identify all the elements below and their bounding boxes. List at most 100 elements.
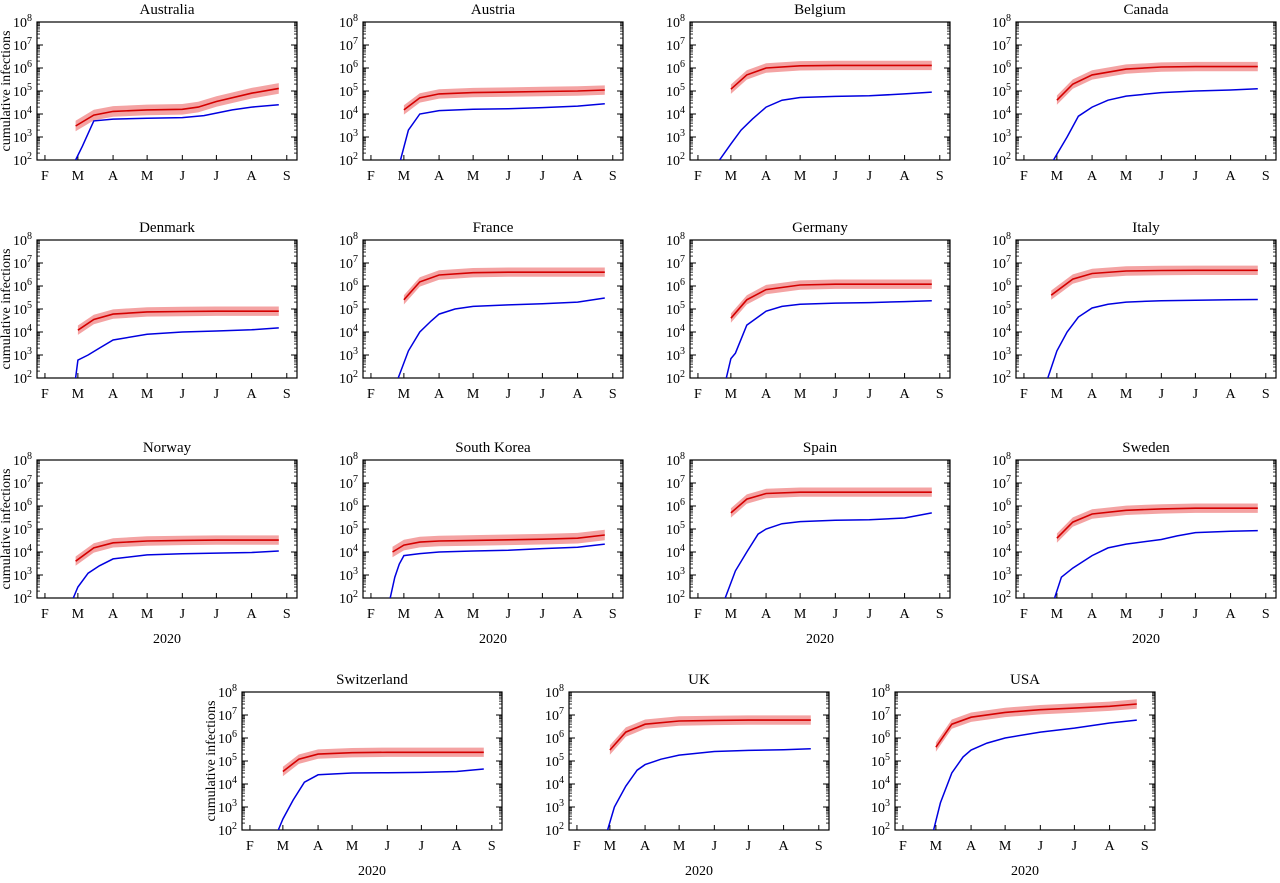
model-uncertainty-band (1051, 265, 1258, 300)
observed-line (725, 299, 932, 378)
y-tick-label: 104 (666, 105, 685, 123)
y-tick-label: 105 (13, 520, 32, 538)
x-tick-label: M (1120, 387, 1133, 402)
y-tick-label: 103 (339, 128, 358, 146)
x-tick-label: J (180, 607, 186, 622)
x-tick-label: A (1226, 387, 1237, 402)
x-tick-label: M (467, 169, 480, 184)
y-tick-label: 107 (339, 254, 358, 272)
observed-line (74, 104, 279, 160)
y-tick-label: 104 (339, 323, 358, 341)
x-tick-label: A (761, 387, 772, 402)
plot-area (1053, 503, 1258, 598)
y-tick-label: 103 (666, 346, 685, 364)
y-tick-label: 108 (339, 231, 358, 249)
y-tick-label: 103 (666, 566, 685, 584)
observed-line (718, 91, 932, 160)
y-tick-label: 107 (13, 36, 32, 54)
model-line (1056, 507, 1258, 539)
model-line (392, 534, 605, 553)
y-tick-label: 105 (339, 82, 358, 100)
x-tick-label: F (367, 169, 375, 184)
y-tick-label: 108 (13, 13, 32, 31)
y-tick-label: 108 (13, 451, 32, 469)
x-tick-label: J (867, 169, 873, 184)
y-tick-label: 106 (13, 497, 32, 515)
y-tick-label: 108 (666, 13, 685, 31)
x-tick-label: J (746, 839, 752, 854)
x-tick-label: A (247, 607, 258, 622)
model-line (935, 703, 1137, 748)
y-axis-label: cumulative infections (0, 31, 14, 152)
model-uncertainty-band (75, 83, 279, 132)
y-tick-label: 104 (339, 105, 358, 123)
x-tick-label: A (1226, 607, 1237, 622)
y-tick-label: 108 (871, 683, 890, 701)
y-tick-label: 104 (992, 543, 1011, 561)
x-axis-label: 2020 (153, 632, 181, 647)
y-tick-label: 108 (666, 231, 685, 249)
x-tick-label: M (346, 839, 359, 854)
panel-switzerland: Switzerland 102 103 104 105 106 107 108 F M A M J J A S… (204, 672, 503, 879)
x-tick-label: A (108, 607, 119, 622)
panel-norway: Norway 102 103 104 105 106 107 108 F M A M J J A Scumul… (0, 440, 298, 647)
x-tick-label: A (247, 387, 258, 402)
x-tick-label: J (1159, 169, 1165, 184)
panel-title: Spain (803, 440, 838, 456)
x-axis-label: 2020 (1011, 864, 1039, 879)
plot-area (397, 267, 605, 378)
observed-line (277, 768, 484, 830)
x-tick-label: M (725, 387, 738, 402)
x-tick-label: M (141, 169, 154, 184)
panel-australia: Australia 102 103 104 105 106 107 108 F M A M J J A Scu… (0, 2, 298, 184)
x-tick-label: A (573, 607, 584, 622)
y-tick-label: 102 (339, 151, 358, 169)
y-tick-label: 108 (992, 13, 1011, 31)
x-tick-label: M (72, 607, 85, 622)
x-tick-label: M (398, 169, 411, 184)
plot-area (932, 699, 1137, 830)
y-tick-label: 108 (545, 683, 564, 701)
model-line (730, 283, 932, 319)
y-axis-label: cumulative infections (204, 701, 219, 822)
observed-line (724, 512, 932, 598)
y-tick-label: 107 (339, 36, 358, 54)
x-tick-label: J (506, 607, 512, 622)
x-tick-label: A (1226, 169, 1237, 184)
x-tick-label: A (434, 607, 445, 622)
plot-area (74, 306, 279, 378)
y-tick-label: 104 (13, 105, 32, 123)
model-uncertainty-band (403, 267, 605, 305)
x-tick-label: F (694, 607, 702, 622)
x-tick-label: M (467, 387, 480, 402)
x-tick-label: A (779, 839, 790, 854)
x-tick-label: M (1051, 169, 1064, 184)
panel-canada: Canada 102 103 104 105 106 107 108 F M A M J J A S (992, 2, 1277, 184)
x-axis-label: 2020 (685, 864, 713, 879)
panel-uk: UK 102 103 104 105 106 107 108 F M A M J J A S 2020 (545, 672, 830, 879)
y-tick-label: 104 (545, 775, 564, 793)
panel-title: Australia (140, 2, 195, 18)
x-tick-label: A (573, 387, 584, 402)
x-tick-label: F (899, 839, 907, 854)
observed-line (72, 550, 279, 598)
panel-belgium: Belgium 102 103 104 105 106 107 108 F M A M J J A S (666, 2, 951, 184)
observed-line (1053, 529, 1258, 598)
x-tick-label: J (540, 169, 546, 184)
model-line (403, 271, 605, 301)
y-tick-label: 106 (339, 59, 358, 77)
y-tick-label: 102 (13, 589, 32, 607)
model-uncertainty-band (730, 60, 932, 94)
plot-frame (241, 691, 503, 831)
x-tick-label: S (283, 607, 291, 622)
x-tick-label: J (1038, 839, 1044, 854)
x-tick-label: S (609, 607, 617, 622)
plot-frame (362, 459, 624, 599)
x-tick-label: A (1087, 607, 1098, 622)
panel-title: Belgium (794, 2, 846, 18)
x-tick-label: J (540, 387, 546, 402)
y-tick-label: 102 (992, 369, 1011, 387)
panel-title: Switzerland (336, 672, 408, 688)
panel-title: UK (688, 672, 710, 688)
x-tick-label: A (900, 607, 911, 622)
